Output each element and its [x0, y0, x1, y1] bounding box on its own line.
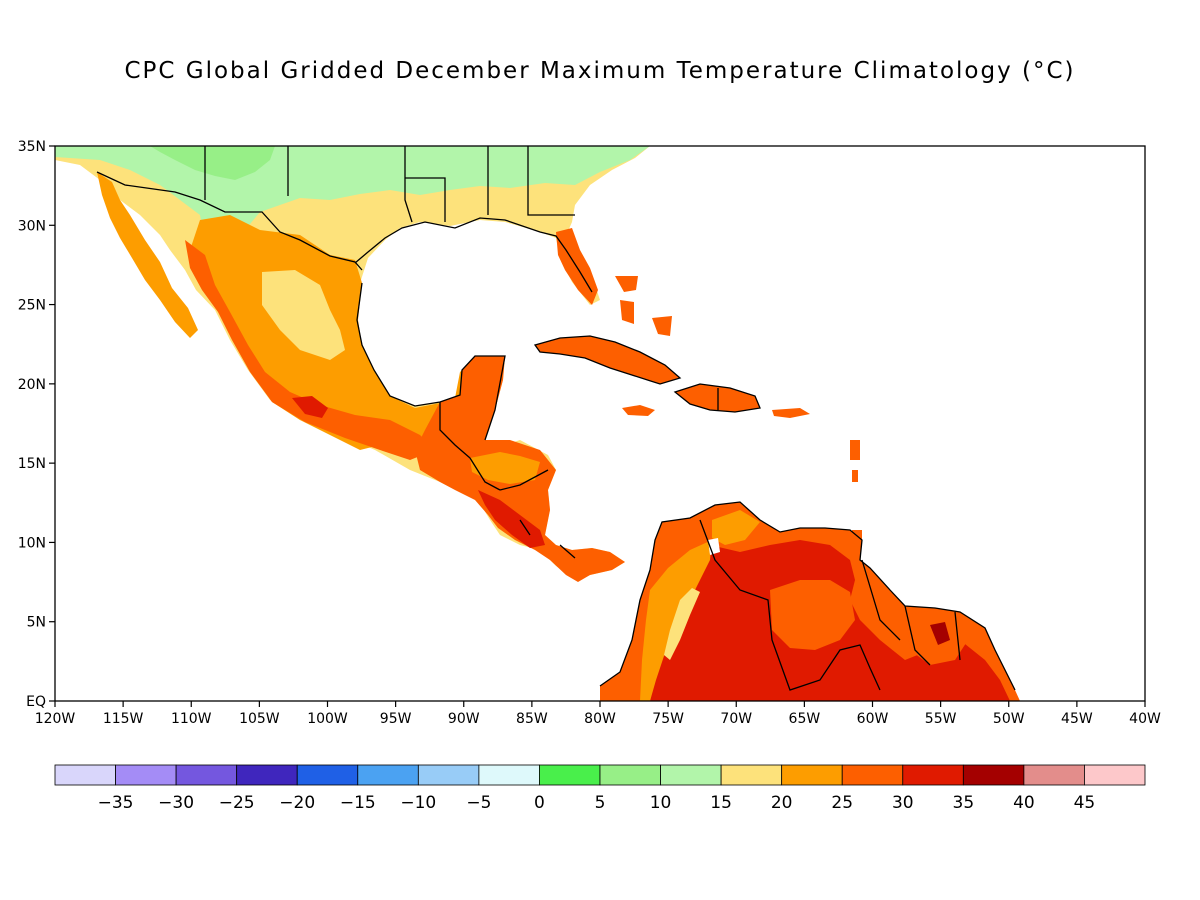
lesser-antilles — [850, 440, 860, 482]
south-america-land — [600, 502, 1020, 701]
colorbar-swatch — [236, 764, 298, 786]
colorbar-label: 15 — [710, 793, 732, 813]
colorbar-swatch — [599, 764, 661, 786]
us-state-lines — [204, 146, 575, 223]
x-tick-label: 80W — [584, 711, 616, 727]
na-zone-10 — [150, 146, 275, 180]
caribbean-islands — [535, 276, 860, 482]
colorbar-swatch — [296, 764, 359, 786]
sa-borders — [699, 519, 961, 691]
colorbar-label: 35 — [953, 793, 975, 813]
colorbar-swatch — [115, 764, 177, 786]
cuba-outline — [533, 335, 682, 385]
x-tick-label: 65W — [789, 711, 821, 727]
colorbar-label: 40 — [1013, 793, 1035, 813]
gulf-coast — [354, 217, 593, 293]
baja-california — [97, 172, 198, 338]
colorbar-label: −10 — [400, 793, 436, 813]
x-axis: 120W 115W 110W 105W 100W 95W 90W 85W 80W 75W 70W 65… — [35, 701, 1161, 727]
x-tick-label: 100W — [307, 711, 348, 727]
y-axis: EQ 5N 10N 15N 20N 25N 30N 35N — [18, 139, 55, 710]
mexico-hotspot-35 — [292, 396, 328, 418]
puerto-rico — [772, 408, 810, 418]
colorbar-swatch — [660, 764, 722, 786]
colorbar-swatch — [175, 764, 238, 786]
colorbar-swatch — [1023, 764, 1085, 786]
andes-zone-20 — [664, 588, 700, 660]
x-tick-label: 115W — [103, 711, 144, 727]
us-mexico-border — [96, 171, 363, 271]
sa-zone-40 — [930, 622, 950, 645]
honduras-zone-25 — [470, 452, 540, 484]
temperature-map — [55, 146, 1020, 701]
bahamas — [615, 276, 672, 336]
colorbar: −35 −30 −25 −20 −15 −10 −5 0 5 10 15 20 25 30 35 40 45 — [54, 764, 1146, 813]
mexico-plateau-20 — [262, 270, 345, 360]
y-tick-label: 15N — [18, 456, 46, 472]
cuba — [535, 336, 680, 384]
y-tick-label: 25N — [18, 298, 46, 314]
colorbar-label: 10 — [650, 793, 672, 813]
country-boundaries — [96, 146, 1016, 691]
colorbar-label: −25 — [219, 793, 255, 813]
colorbar-swatch — [781, 764, 843, 786]
colorbar-label: 5 — [595, 793, 606, 813]
y-tick-label: 5N — [27, 615, 46, 631]
colorbar-label: 45 — [1074, 793, 1096, 813]
jamaica — [622, 405, 655, 416]
colorbar-swatch — [539, 764, 601, 786]
colorbar-swatch — [962, 764, 1025, 786]
x-tick-label: 40W — [1129, 711, 1161, 727]
x-tick-label: 70W — [720, 711, 752, 727]
central-america-borders — [439, 402, 576, 559]
colorbar-swatch — [54, 764, 116, 786]
colorbar-label: −15 — [340, 793, 376, 813]
x-tick-label: 85W — [516, 711, 548, 727]
x-tick-label: 90W — [448, 711, 480, 727]
x-tick-label: 50W — [993, 711, 1025, 727]
colorbar-label: −35 — [98, 793, 134, 813]
colorbar-swatch — [478, 764, 540, 786]
y-tick-label: 20N — [18, 377, 46, 393]
colorbar-swatch — [1084, 764, 1146, 786]
x-tick-label: 95W — [380, 711, 412, 727]
colorbar-swatch — [720, 764, 783, 786]
colorbar-label: 25 — [831, 793, 853, 813]
x-tick-label: 45W — [1061, 711, 1093, 727]
colorbar-swatch — [902, 764, 964, 786]
colorbar-label: −20 — [279, 793, 315, 813]
venezuela-zone-30 — [770, 580, 855, 650]
y-tick-label: EQ — [26, 694, 46, 710]
colorbar-swatch — [417, 764, 480, 786]
x-tick-label: 105W — [239, 711, 280, 727]
x-tick-label: 75W — [652, 711, 684, 727]
y-tick-label: 30N — [18, 218, 46, 234]
na-zone-15 — [55, 146, 650, 285]
map-title: CPC Global Gridded December Maximum Temp… — [124, 58, 1076, 84]
colorbar-label: 30 — [892, 793, 914, 813]
colorbar-label: −30 — [158, 793, 194, 813]
colorbar-label: −5 — [466, 793, 491, 813]
x-tick-label: 60W — [857, 711, 889, 727]
y-tick-label: 35N — [18, 139, 46, 155]
x-tick-label: 120W — [35, 711, 76, 727]
y-tick-label: 10N — [18, 535, 46, 551]
colorbar-swatch — [357, 764, 419, 786]
mexico-coast-30 — [185, 240, 435, 460]
x-tick-label: 55W — [925, 711, 957, 727]
sa-coastline — [599, 501, 1016, 691]
hispaniola-outline — [673, 383, 761, 413]
x-tick-label: 110W — [171, 711, 212, 727]
colorbar-swatch — [841, 764, 904, 786]
colorbar-label: 0 — [534, 793, 545, 813]
colorbar-label: 20 — [771, 793, 793, 813]
guajira-zone-25 — [712, 510, 760, 545]
